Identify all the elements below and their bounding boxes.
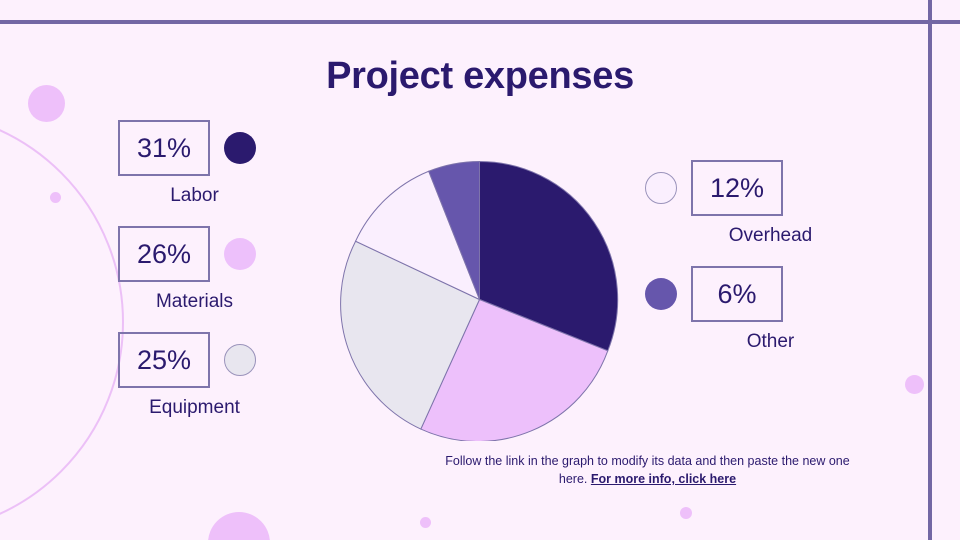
decorative-dot-4 — [680, 507, 692, 519]
legend-item-materials: 26% Materials — [118, 226, 368, 313]
percent-value-equipment: 25% — [136, 344, 192, 375]
percent-value-other: 6% — [717, 278, 757, 309]
percent-box-other: 6% — [691, 266, 783, 322]
legend-item-overhead: 12% Overhead — [645, 160, 885, 247]
decorative-dot-3 — [905, 375, 924, 394]
color-swatch-overhead — [645, 172, 677, 204]
percent-value-overhead: 12% — [709, 172, 765, 203]
color-swatch-materials — [224, 238, 256, 270]
percent-value-labor: 31% — [136, 132, 192, 163]
color-swatch-labor — [224, 132, 256, 164]
right-rule-line — [928, 0, 932, 540]
chart-instructions-text: Follow the link in the graph to modify i… — [445, 454, 850, 487]
decorative-dot-5 — [420, 517, 431, 528]
pie-chart-svg — [340, 160, 619, 441]
percent-box-overhead: 12% — [691, 160, 783, 216]
pie-slice-overhead — [354, 170, 481, 301]
percent-box-equipment: 25% — [118, 332, 210, 388]
pie-chart — [338, 158, 621, 441]
color-swatch-equipment — [224, 344, 256, 376]
more-info-link[interactable]: For more info, click here — [590, 472, 737, 487]
legend-item-labor: 31% Labor — [118, 120, 368, 207]
decorative-arc-large — [0, 110, 124, 534]
legend-left: 31% Labor 26% Materials 25% Equipment — [118, 120, 368, 438]
color-swatch-other — [645, 278, 677, 310]
legend-item-other: 6% Other — [645, 266, 885, 353]
decorative-dot-6 — [208, 512, 270, 540]
legend-label-other: Other — [746, 331, 795, 352]
pie-slice-materials — [420, 298, 609, 441]
legend-item-equipment: 25% Equipment — [118, 332, 368, 419]
chart-instructions: Follow the link in the graph to modify i… — [440, 452, 855, 488]
top-rule-line — [0, 20, 960, 24]
pie-slice-other — [428, 160, 480, 300]
pie-slice-equipment — [340, 240, 481, 430]
legend-label-labor: Labor — [170, 185, 219, 206]
percent-value-materials: 26% — [136, 238, 192, 269]
pie-slice-labor — [479, 160, 619, 352]
decorative-dot-2 — [50, 192, 61, 203]
legend-label-equipment: Equipment — [149, 397, 240, 418]
percent-box-labor: 31% — [118, 120, 210, 176]
page-title: Project expenses — [326, 55, 634, 97]
legend-label-materials: Materials — [155, 291, 234, 312]
legend-right: 12% Overhead 6% Other — [645, 160, 885, 372]
legend-label-overhead: Overhead — [728, 225, 813, 246]
percent-box-materials: 26% — [118, 226, 210, 282]
